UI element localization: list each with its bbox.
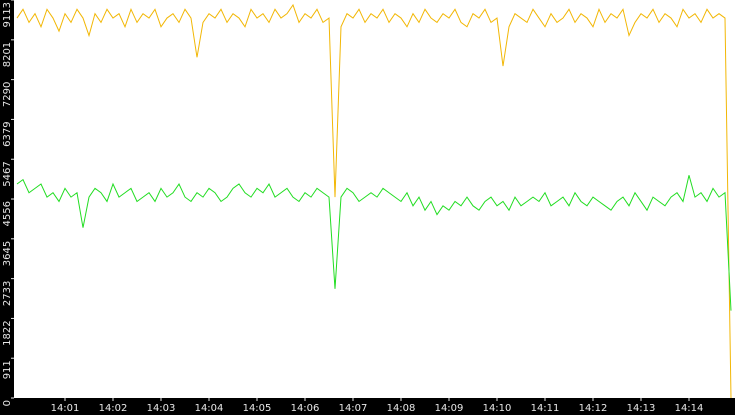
x-tick-label: 14:12 xyxy=(579,403,608,414)
y-tick-label: 7290 xyxy=(2,82,13,107)
x-tick-label: 14:13 xyxy=(627,403,656,414)
x-tick-label: 14:09 xyxy=(435,403,464,414)
x-tick-label: 14:06 xyxy=(291,403,320,414)
x-tick-label: 14:07 xyxy=(339,403,368,414)
x-tick-label: 14:02 xyxy=(99,403,128,414)
y-tick-label: 8201 xyxy=(2,42,13,67)
y-tick-label: 5467 xyxy=(2,161,13,186)
x-tick-label: 14:05 xyxy=(243,403,272,414)
y-tick-label: 6379 xyxy=(2,121,13,146)
series-line xyxy=(16,3,732,399)
y-tick-label: 1822 xyxy=(2,320,13,345)
y-tick-label: 2733 xyxy=(2,281,13,306)
y-tick-label: 4556 xyxy=(2,201,13,226)
series-line xyxy=(16,175,732,311)
x-tick-label: 14:04 xyxy=(195,403,224,414)
y-tick-label: 911 xyxy=(2,360,13,379)
plot-area xyxy=(14,0,735,398)
y-tick-label: 9113 xyxy=(2,2,13,27)
x-tick-label: 14:01 xyxy=(51,403,80,414)
x-tick-label: 14:14 xyxy=(675,403,704,414)
x-tick-label: 14:03 xyxy=(147,403,176,414)
x-tick-label: 14:11 xyxy=(531,403,560,414)
y-tick-label: 3645 xyxy=(2,241,13,266)
y-tick-label: 0 xyxy=(2,400,13,406)
x-tick-label: 14:10 xyxy=(483,403,512,414)
x-tick-label: 14:08 xyxy=(387,403,416,414)
